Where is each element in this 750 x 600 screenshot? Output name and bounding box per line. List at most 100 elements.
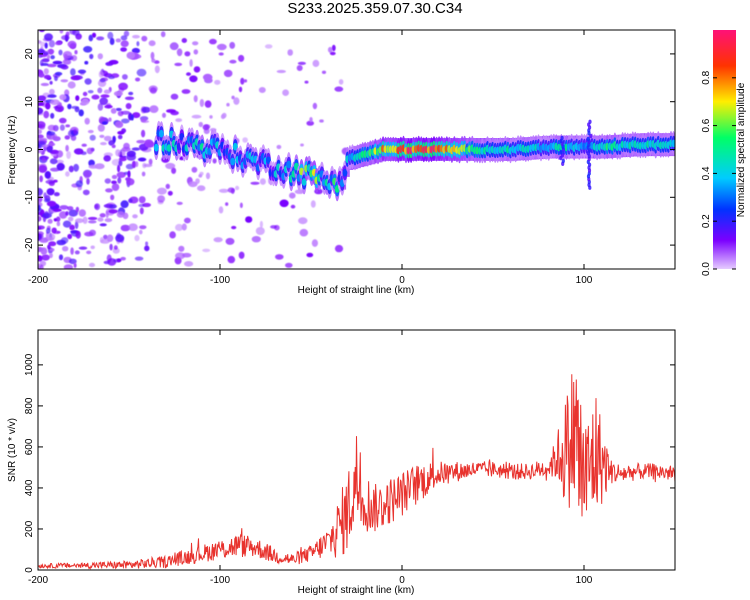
spectrogram-noise-blob	[53, 192, 60, 197]
spectrogram-noise-blob	[227, 187, 235, 193]
spectrogram-noise-blob	[62, 59, 72, 65]
spectrogram-noise-blob	[109, 243, 113, 251]
spectrogram-noise-blob	[44, 171, 51, 179]
spectrogram-noise-blob	[78, 246, 88, 250]
spectrogram-noise-blob	[287, 49, 294, 56]
spectrogram-noise-blob	[242, 137, 248, 143]
spectrogram-noise-blob	[38, 255, 43, 262]
spectrogram-noise-blob	[77, 69, 87, 74]
spectrogram-noise-blob	[148, 158, 153, 165]
spectrogram-noise-blob	[58, 49, 63, 56]
spectrogram-noise-blob	[46, 227, 51, 234]
spectrogram-noise-blob	[209, 115, 213, 119]
spectrogram-y-tick-label: -10	[24, 190, 35, 205]
spectrogram-noise-blob	[39, 124, 46, 130]
spectrogram-noise-blob	[39, 175, 43, 183]
spectrogram-noise-blob	[213, 237, 223, 243]
spectrogram-noise-blob	[118, 156, 127, 162]
spectrogram-noise-blob	[50, 99, 60, 106]
spectrogram-noise-blob	[259, 220, 263, 228]
spectrogram-noise-blob	[181, 89, 191, 94]
page-title: S233.2025.359.07.30.C34	[287, 0, 463, 17]
spectrogram-noise-blob	[136, 68, 147, 77]
spectrogram-noise-blob	[44, 42, 48, 49]
spectrogram-noise-blob	[43, 68, 49, 75]
spectrogram-noise-blob	[198, 121, 203, 128]
spectrogram-noise-blob	[97, 217, 104, 222]
colorbar-tick-label: 0.6	[701, 118, 712, 132]
spectrogram-y-tick-label: 20	[24, 48, 35, 60]
spectrogram-noise-blob	[231, 95, 235, 100]
spectrogram-noise-blob	[120, 224, 131, 232]
spectrogram-noise-blob	[75, 230, 81, 239]
spectrogram-noise-blob	[97, 103, 104, 111]
spectrogram-noise-blob	[49, 80, 53, 85]
spectrogram-noise-blob	[48, 48, 54, 55]
spectrogram-noise-blob	[255, 227, 265, 235]
spectrogram-noise-blob	[46, 233, 56, 241]
spectrogram-noise-blob	[238, 54, 245, 62]
spectrogram-noise-blob	[312, 59, 320, 67]
colorbar-tick-label: 0.4	[701, 166, 712, 180]
spectrogram-noise-blob	[112, 247, 120, 254]
spectrogram-noise-blob	[115, 121, 124, 128]
spectrogram-noise-blob	[115, 234, 125, 243]
spectrogram-noise-blob	[135, 77, 141, 82]
spectrogram-noise-blob	[59, 94, 67, 101]
spectrogram-noise-blob	[233, 97, 240, 105]
spectrogram-noise-blob	[103, 135, 112, 142]
spectrogram-noise-blob	[62, 220, 72, 228]
spectrogram-noise-blob	[50, 112, 55, 119]
snr-x-label: Height of straight line (km)	[298, 585, 415, 596]
spectrogram-noise-blob	[38, 187, 43, 196]
spectrogram-noise-blob	[67, 81, 76, 89]
spectrogram-noise-blob	[108, 209, 119, 214]
spectrogram-noise-blob	[38, 165, 48, 173]
spectrogram-noise-blob	[276, 144, 282, 150]
spectrogram-noise-blob	[117, 177, 122, 184]
spectrogram-noise-blob	[167, 190, 173, 196]
spectrogram-noise-blob	[49, 88, 55, 95]
spectrogram-noise-blob	[83, 46, 93, 53]
spectrogram-noise-blob	[38, 107, 44, 115]
spectrogram-noise-blob	[74, 250, 80, 255]
spectrogram-noise-blob	[209, 38, 217, 45]
spectrogram-noise-blob	[69, 224, 75, 231]
spectrogram-noise-blob	[88, 262, 96, 268]
spectrogram-noise-blob	[126, 153, 136, 161]
spectrogram-noise-blob	[132, 112, 141, 119]
spectrogram-noise-blob	[276, 69, 286, 74]
spectrogram-streak-cell	[588, 119, 592, 125]
spectrogram-noise-blob	[137, 157, 147, 162]
spectrogram-noise-blob	[134, 256, 144, 261]
spectrogram-noise-blob	[44, 33, 53, 41]
spectrogram-noise-blob	[41, 212, 52, 219]
spectrogram-noise-blob	[134, 234, 140, 242]
spectrogram-noise-blob	[195, 178, 200, 185]
spectrogram-noise-blob	[70, 134, 77, 141]
spectrogram-noise-blob	[139, 225, 147, 230]
spectrogram-noise-blob	[128, 198, 133, 203]
spectrogram-noise-blob	[148, 40, 156, 47]
spectrogram-noise-blob	[227, 255, 236, 264]
spectrogram-noise-blob	[181, 38, 187, 43]
snr-y-tick-label: 0	[24, 567, 35, 573]
snr-panel: -200 -100 0 100 0 200 400 600 800 1000 Height of…	[7, 329, 676, 596]
snr-series-line	[38, 374, 675, 570]
spectrogram-noise-blob	[212, 158, 217, 164]
spectrogram-noise-blob	[65, 144, 69, 152]
spectrogram-noise-blob	[191, 114, 202, 119]
spectrogram-streak-cell	[589, 133, 593, 139]
spectrogram-noise-blob	[175, 223, 184, 232]
spectrogram-noise-blob	[135, 161, 139, 168]
spectrogram-noise-blob	[279, 199, 289, 208]
spectrogram-noise-blob	[60, 65, 69, 70]
colorbar-label: Normalized spectral amplitude	[736, 82, 747, 217]
spectrogram-noise-blob	[100, 142, 107, 146]
spectrogram-noise-blob	[120, 35, 128, 41]
spectrogram-noise-blob	[49, 158, 58, 165]
spectrogram-noise-blob	[98, 70, 104, 78]
spectrogram-noise-blob	[41, 144, 49, 148]
spectrogram-noise-blob	[149, 87, 157, 94]
spectrogram-noise-blob	[73, 163, 79, 172]
